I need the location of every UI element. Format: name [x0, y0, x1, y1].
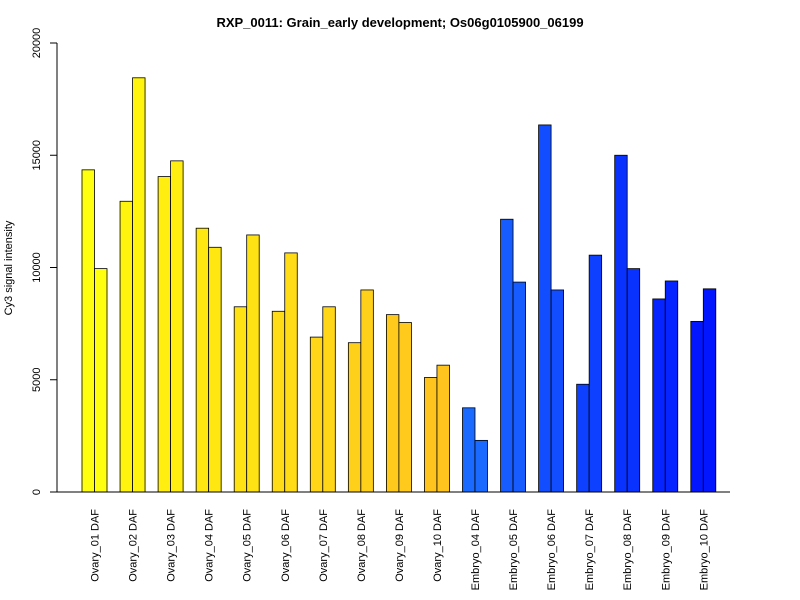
x-tick-label: Ovary_08 DAF: [356, 509, 368, 582]
chart-title: RXP_0011: Grain_early development; Os06g…: [216, 15, 583, 30]
bar-15-2: [626, 268, 641, 493]
x-tick-label: Embryo_05 DAF: [508, 509, 520, 591]
y-tick-label: 5000: [31, 368, 43, 392]
x-tick-label: Ovary_02 DAF: [128, 509, 140, 582]
x-tick-label: Embryo_10 DAF: [698, 509, 710, 591]
x-tick-label: Embryo_04 DAF: [470, 509, 482, 591]
y-tick-label: 15000: [31, 140, 43, 171]
x-tick-label: Embryo_08 DAF: [622, 509, 634, 591]
bar-3-2: [170, 160, 184, 493]
bar-17-1: [690, 320, 704, 493]
x-tick-label: Embryo_06 DAF: [546, 509, 558, 591]
bar-6-1: [271, 310, 286, 493]
bar-13-1: [538, 124, 552, 493]
bar-4-1: [195, 227, 210, 493]
bar-9-1: [385, 314, 400, 493]
bar-5-1: [233, 306, 248, 493]
bar-8-2: [360, 289, 374, 493]
x-tick-label: Ovary_06 DAF: [280, 509, 292, 582]
x-tick-labels: Ovary_01 DAF Ovary_02 DAF Ovary_03 DAF Ovar…: [90, 509, 711, 591]
bar-2-2: [132, 77, 146, 493]
bar-15-1: [614, 154, 628, 493]
x-tick-label: Embryo_07 DAF: [584, 509, 596, 591]
bar-3-1: [157, 176, 172, 493]
bar-11-1: [462, 407, 476, 493]
bar-14-1: [576, 383, 590, 493]
bar-7-2: [322, 306, 336, 493]
bar-17-2: [702, 288, 717, 493]
bar-5-2: [246, 234, 260, 493]
bar-13-2: [550, 289, 564, 493]
y-tick-label: 20000: [31, 28, 43, 59]
bar-4-2: [208, 246, 222, 493]
x-tick-label: Ovary_05 DAF: [242, 509, 254, 582]
bar-1-2: [94, 268, 108, 493]
x-tick-label: Ovary_07 DAF: [318, 509, 330, 582]
bar-8-1: [347, 342, 362, 493]
bar-10-2: [436, 364, 450, 493]
y-tick-label: 0: [31, 489, 43, 495]
bar-12-1: [500, 218, 514, 493]
bar-14-2: [588, 254, 603, 493]
x-tick-label: Ovary_09 DAF: [394, 509, 406, 582]
x-tick-label: Embryo_09 DAF: [660, 509, 672, 591]
bar-2-1: [119, 200, 133, 493]
bars-group: [81, 77, 717, 493]
bar-10-1: [424, 377, 438, 493]
x-tick-label: Ovary_04 DAF: [204, 509, 216, 582]
y-axis-label: Cy3 signal intensity: [3, 220, 15, 315]
x-tick-label: Ovary_03 DAF: [166, 509, 178, 582]
x-tick-label: Ovary_10 DAF: [432, 509, 444, 582]
y-tick-label: 10000: [31, 252, 43, 283]
bar-16-2: [664, 280, 679, 493]
bar-9-2: [398, 322, 412, 493]
x-tick-label: Ovary_01 DAF: [90, 509, 102, 582]
bar-11-2: [474, 439, 488, 493]
y-axis: 0 5000 10000 15000 20000: [31, 28, 58, 495]
bar-7-1: [309, 336, 324, 493]
bar-6-2: [284, 252, 298, 493]
bar-16-1: [652, 298, 666, 493]
bar-1-1: [81, 169, 95, 493]
bar-12-2: [512, 281, 526, 493]
